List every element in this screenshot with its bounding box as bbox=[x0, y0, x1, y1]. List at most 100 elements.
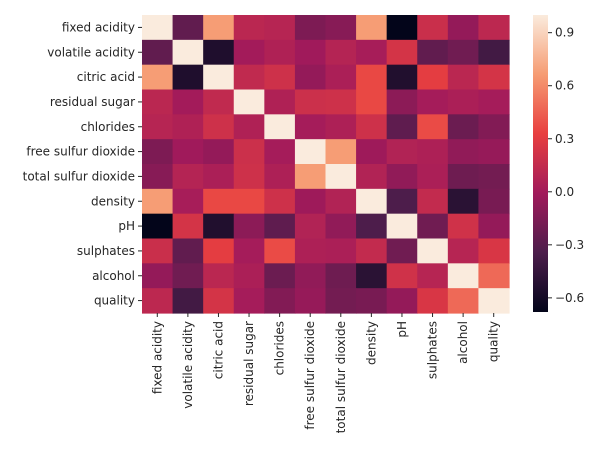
heatmap-cell bbox=[294, 188, 327, 215]
heatmap-cell bbox=[203, 139, 235, 165]
heatmap-cell bbox=[447, 64, 480, 91]
heatmap-cell bbox=[447, 114, 480, 140]
heatmap-cell bbox=[203, 188, 235, 215]
heatmap-cell bbox=[233, 288, 265, 314]
heatmap-cell bbox=[233, 164, 265, 190]
heatmap-cell bbox=[142, 15, 174, 41]
heatmap-cell bbox=[294, 64, 327, 91]
row-tick-label: free sulfur dioxide bbox=[26, 145, 135, 159]
heatmap-cell bbox=[172, 164, 204, 190]
heatmap-cell bbox=[356, 89, 388, 115]
heatmap-cell bbox=[172, 238, 204, 264]
heatmap-cell bbox=[264, 114, 296, 140]
heatmap-cell bbox=[233, 114, 265, 140]
column-tick-label: free sulfur dioxide bbox=[303, 321, 317, 430]
heatmap-cell bbox=[478, 64, 510, 91]
heatmap-cell bbox=[294, 288, 327, 314]
row-tick-label: chlorides bbox=[81, 120, 135, 134]
column-tick-label: citric acid bbox=[211, 321, 225, 379]
heatmap-cell bbox=[386, 263, 418, 289]
heatmap-cell bbox=[386, 64, 418, 91]
heatmap-cell bbox=[233, 139, 265, 165]
heatmap-cell bbox=[142, 238, 174, 264]
heatmap-cell bbox=[264, 89, 296, 115]
heatmap-cell bbox=[356, 114, 388, 140]
heatmap-cell bbox=[447, 139, 480, 165]
heatmap-cell bbox=[203, 288, 235, 314]
heatmap-cell bbox=[142, 64, 174, 91]
heatmap-cell bbox=[356, 188, 388, 215]
heatmap-cell bbox=[264, 64, 296, 91]
heatmap-cell bbox=[294, 238, 327, 264]
heatmap-cell bbox=[417, 39, 449, 66]
heatmap-cell bbox=[447, 188, 480, 215]
heatmap-cell bbox=[233, 15, 265, 41]
heatmap-cell bbox=[447, 263, 480, 289]
column-tick-label: density bbox=[364, 321, 378, 365]
heatmap-cell bbox=[233, 263, 265, 289]
column-tick-label: total sulfur dioxide bbox=[334, 321, 348, 433]
heatmap-cell bbox=[294, 89, 327, 115]
heatmap-cell bbox=[294, 39, 327, 66]
heatmap-cell bbox=[203, 39, 235, 66]
heatmap-cell bbox=[447, 238, 480, 264]
column-tick-label: sulphates bbox=[426, 321, 440, 379]
heatmap-cell bbox=[417, 139, 449, 165]
heatmap-cell bbox=[294, 139, 327, 165]
heatmap-cell bbox=[478, 39, 510, 66]
heatmap-cell bbox=[233, 89, 265, 115]
heatmap-cell bbox=[356, 213, 388, 240]
heatmap-cell bbox=[478, 139, 510, 165]
colorbar-tick-label: −0.3 bbox=[555, 238, 584, 252]
heatmap-cell bbox=[142, 188, 174, 215]
column-tick-label: volatile acidity bbox=[181, 321, 195, 409]
heatmap-cell bbox=[386, 164, 418, 190]
heatmap-cell bbox=[417, 263, 449, 289]
heatmap-cell bbox=[172, 213, 204, 240]
heatmap-cell bbox=[264, 139, 296, 165]
heatmap-cell bbox=[386, 288, 418, 314]
heatmap-cell bbox=[172, 114, 204, 140]
column-tick-label: fixed acidity bbox=[150, 321, 164, 394]
heatmap-cell bbox=[417, 213, 449, 240]
heatmap-cell bbox=[203, 263, 235, 289]
heatmap-cell bbox=[264, 15, 296, 41]
heatmap-cell bbox=[172, 263, 204, 289]
column-tick-labels: fixed acidity volatile acidity citric acid… bbox=[150, 313, 501, 433]
heatmap-cell bbox=[478, 114, 510, 140]
heatmap-cell bbox=[417, 64, 449, 91]
heatmap-cell bbox=[447, 213, 480, 240]
column-tick-label: quality bbox=[487, 321, 501, 362]
heatmap-cell bbox=[142, 39, 174, 66]
heatmap-cell bbox=[203, 15, 235, 41]
heatmap-cell bbox=[478, 288, 510, 314]
heatmap-cell bbox=[356, 139, 388, 165]
heatmap-cell bbox=[325, 139, 357, 165]
row-tick-label: citric acid bbox=[77, 70, 135, 84]
heatmap-cell bbox=[478, 263, 510, 289]
heatmap-cell bbox=[233, 188, 265, 215]
heatmap-cell bbox=[142, 139, 174, 165]
heatmap-cell bbox=[264, 164, 296, 190]
heatmap-cell bbox=[356, 263, 388, 289]
row-tick-labels: fixed acidity volatile acidity citric acid… bbox=[23, 20, 142, 308]
heatmap-cell bbox=[325, 64, 357, 91]
row-tick-label: alcohol bbox=[92, 269, 135, 283]
colorbar bbox=[533, 15, 548, 312]
heatmap-cell bbox=[264, 39, 296, 66]
heatmap-cell bbox=[478, 164, 510, 190]
heatmap-cell bbox=[325, 213, 357, 240]
heatmap-cell bbox=[172, 39, 204, 66]
heatmap-cell bbox=[325, 288, 357, 314]
heatmap-cell bbox=[356, 39, 388, 66]
heatmap-cell bbox=[356, 164, 388, 190]
colorbar-tick-label: 0.3 bbox=[555, 132, 574, 146]
heatmap-cell bbox=[264, 288, 296, 314]
heatmap-cell bbox=[417, 114, 449, 140]
heatmap-cell bbox=[203, 213, 235, 240]
heatmap-cell bbox=[386, 213, 418, 240]
row-tick-label: volatile acidity bbox=[47, 45, 135, 59]
heatmap-cell bbox=[386, 89, 418, 115]
heatmap-cell bbox=[417, 288, 449, 314]
heatmap-cell bbox=[325, 263, 357, 289]
